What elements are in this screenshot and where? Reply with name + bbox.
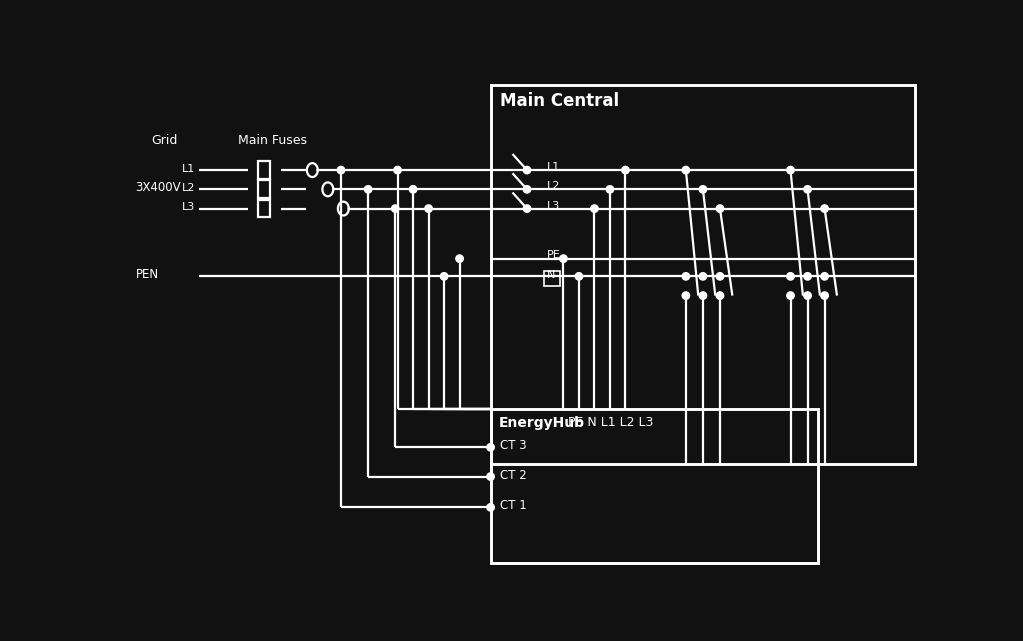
- Circle shape: [456, 255, 463, 262]
- Text: L2: L2: [182, 183, 195, 193]
- Circle shape: [699, 186, 707, 193]
- Circle shape: [804, 272, 811, 280]
- Circle shape: [487, 444, 494, 451]
- Circle shape: [820, 205, 829, 212]
- Circle shape: [716, 292, 723, 299]
- Circle shape: [699, 292, 707, 299]
- Circle shape: [487, 473, 494, 480]
- Circle shape: [524, 205, 531, 212]
- Circle shape: [820, 292, 829, 299]
- Circle shape: [425, 205, 433, 212]
- Circle shape: [607, 186, 614, 193]
- Circle shape: [699, 272, 707, 280]
- Text: PE N L1 L2 L3: PE N L1 L2 L3: [568, 416, 654, 429]
- Circle shape: [590, 205, 598, 212]
- Bar: [258, 181, 270, 198]
- Text: Grid: Grid: [151, 135, 178, 147]
- Text: L1: L1: [546, 162, 560, 172]
- Text: 3X400V: 3X400V: [136, 181, 181, 194]
- Circle shape: [409, 186, 416, 193]
- Circle shape: [392, 205, 399, 212]
- Circle shape: [804, 292, 811, 299]
- Text: N: N: [546, 270, 554, 280]
- Circle shape: [622, 167, 629, 174]
- Circle shape: [575, 272, 583, 280]
- Circle shape: [787, 167, 794, 174]
- Text: EnergyHub: EnergyHub: [498, 416, 584, 429]
- Circle shape: [804, 186, 811, 193]
- Circle shape: [682, 167, 690, 174]
- Bar: [544, 271, 560, 286]
- Circle shape: [440, 272, 448, 280]
- Text: L3: L3: [546, 201, 560, 210]
- Text: Main Central: Main Central: [500, 92, 619, 110]
- Circle shape: [524, 167, 531, 174]
- Bar: [258, 200, 270, 217]
- Circle shape: [364, 186, 371, 193]
- Text: CT 2: CT 2: [500, 469, 527, 481]
- Circle shape: [682, 272, 690, 280]
- Text: L1: L1: [182, 163, 195, 174]
- Text: CT 1: CT 1: [500, 499, 527, 512]
- Circle shape: [394, 167, 401, 174]
- Text: PE: PE: [546, 250, 561, 260]
- Bar: [491, 85, 915, 464]
- Circle shape: [338, 167, 345, 174]
- Bar: [258, 162, 270, 179]
- Circle shape: [787, 272, 794, 280]
- Text: L2: L2: [546, 181, 560, 191]
- Circle shape: [820, 272, 829, 280]
- Circle shape: [787, 292, 794, 299]
- Circle shape: [716, 272, 723, 280]
- Circle shape: [560, 255, 567, 262]
- Bar: [491, 409, 817, 563]
- Circle shape: [682, 292, 690, 299]
- Text: CT 3: CT 3: [500, 439, 527, 453]
- Circle shape: [524, 186, 531, 193]
- Text: L3: L3: [182, 202, 195, 212]
- Circle shape: [716, 205, 723, 212]
- Text: PEN: PEN: [136, 269, 159, 281]
- Circle shape: [487, 504, 494, 511]
- Text: Main Fuses: Main Fuses: [238, 135, 307, 147]
